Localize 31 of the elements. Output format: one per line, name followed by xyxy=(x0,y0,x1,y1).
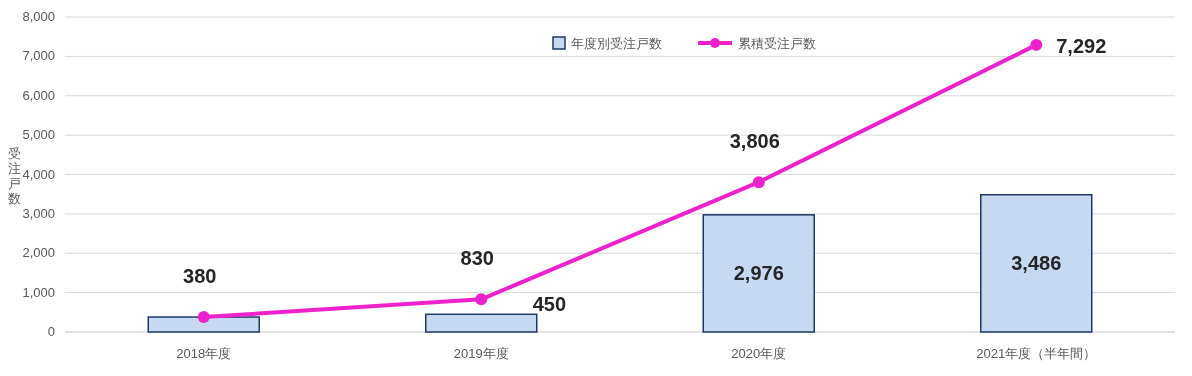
x-tick-label: 2018年度 xyxy=(176,346,232,361)
data-label: 7,292 xyxy=(1056,34,1107,57)
y-tick-label: 1,000 xyxy=(22,284,55,300)
legend-label: 累積受注戸数 xyxy=(738,36,816,51)
y-tick-label: 7,000 xyxy=(22,48,55,64)
point xyxy=(1030,38,1043,51)
data-label: 830 xyxy=(460,247,494,270)
bar xyxy=(702,214,815,333)
y-tick-label: 2,000 xyxy=(22,245,55,261)
data-label: 3,486 xyxy=(1011,252,1062,275)
legend-label: 年度別受注戸数 xyxy=(571,36,662,51)
y-tick-label: 4,000 xyxy=(22,166,55,182)
bar xyxy=(425,313,538,333)
y-tick-label: 0 xyxy=(47,324,55,339)
point xyxy=(197,311,210,324)
y-axis-title: 受注戸数 xyxy=(7,145,21,206)
data-label: 3,806 xyxy=(729,130,780,153)
bar xyxy=(980,193,1093,333)
x-tick-label: 2020年度 xyxy=(731,346,787,361)
y-tick-label: 6,000 xyxy=(22,87,55,103)
point xyxy=(475,293,488,306)
y-tick-label: 5,000 xyxy=(22,127,55,143)
data-label: 380 xyxy=(183,265,217,288)
y-tick-label: 3,000 xyxy=(22,205,55,221)
data-label: 450 xyxy=(532,293,567,316)
x-tick-label: 2019年度 xyxy=(453,346,509,361)
bar xyxy=(147,316,260,333)
data-label: 2,976 xyxy=(733,262,784,285)
point xyxy=(752,176,765,189)
x-tick-label: 2021年度（半年間） xyxy=(976,346,1097,361)
y-tick-label: 8,000 xyxy=(22,9,55,24)
